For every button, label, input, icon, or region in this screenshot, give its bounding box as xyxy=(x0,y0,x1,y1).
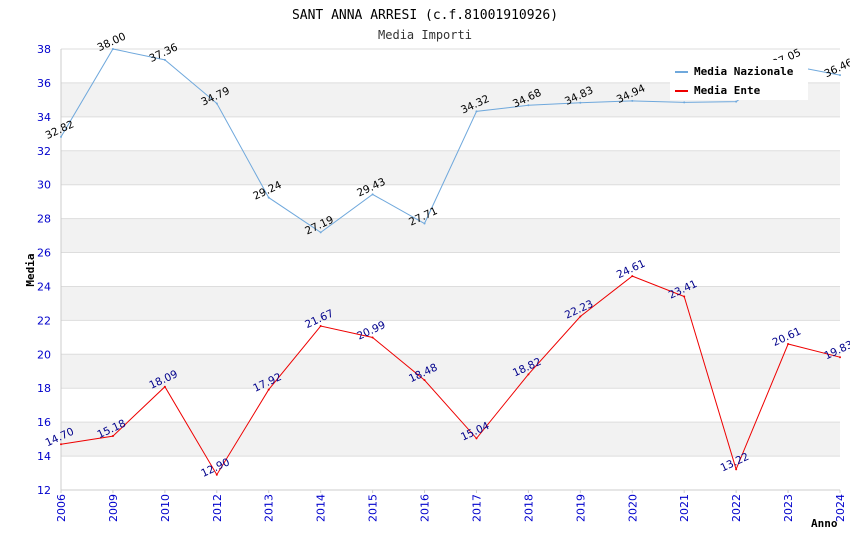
x-tick-label: 2024 xyxy=(834,494,847,522)
y-tick-label: 32 xyxy=(37,145,51,158)
data-point-media-ente xyxy=(631,275,634,278)
chart-title: SANT ANNA ARRESI (c.f.81001910926) xyxy=(292,8,558,23)
y-tick-label: 26 xyxy=(37,247,51,260)
grid-band xyxy=(61,116,840,151)
data-point-media-nazionale xyxy=(423,222,426,225)
data-point-media-nazionale xyxy=(371,193,374,196)
data-point-media-ente xyxy=(683,295,686,298)
grid-band xyxy=(61,320,840,355)
data-point-media-ente xyxy=(60,443,62,446)
y-tick-label: 28 xyxy=(37,213,51,226)
data-point-media-ente xyxy=(423,379,426,382)
x-tick-label: 2012 xyxy=(211,494,224,522)
grid-band xyxy=(61,388,840,423)
data-point-media-nazionale xyxy=(735,100,738,103)
grid-band xyxy=(61,456,840,490)
y-axis-label: Media xyxy=(24,253,37,286)
x-tick-label: 2019 xyxy=(574,494,587,522)
y-tick-label: 24 xyxy=(37,280,51,293)
x-tick-label: 2009 xyxy=(107,494,120,522)
y-tick-label: 18 xyxy=(37,382,51,395)
grid-band xyxy=(61,422,840,457)
data-point-media-ente xyxy=(319,324,322,327)
data-point-media-nazionale xyxy=(60,135,62,138)
x-tick-label: 2017 xyxy=(470,494,483,522)
y-tick-label: 20 xyxy=(37,348,51,361)
x-axis-label: Anno xyxy=(811,517,838,530)
data-point-media-nazionale xyxy=(475,110,478,113)
data-point-media-ente xyxy=(111,435,114,438)
data-point-media-nazionale xyxy=(267,196,270,199)
x-tick-label: 2015 xyxy=(367,494,380,522)
y-tick-label: 30 xyxy=(37,179,51,192)
data-point-media-ente xyxy=(475,437,478,440)
x-tick-label: 2014 xyxy=(315,494,328,522)
data-point-media-nazionale xyxy=(319,231,322,234)
x-tick-label: 2018 xyxy=(522,494,535,522)
y-tick-label: 16 xyxy=(37,416,51,429)
data-point-media-nazionale xyxy=(215,102,218,105)
grid xyxy=(61,48,840,491)
y-tick-label: 34 xyxy=(37,111,51,124)
x-tick-label: 2013 xyxy=(263,494,276,522)
y-tick-label: 14 xyxy=(37,450,51,463)
series-line-media-ente xyxy=(60,275,841,476)
x-tick-label: 2023 xyxy=(782,494,795,522)
legend-box xyxy=(670,60,808,100)
y-tick-label: 12 xyxy=(37,484,51,497)
data-point-media-nazionale xyxy=(527,104,530,107)
grid-band xyxy=(61,252,840,287)
data-point-media-ente xyxy=(579,315,582,318)
data-point-media-nazionale xyxy=(683,101,686,104)
y-tick-label: 22 xyxy=(37,314,51,327)
data-point-media-nazionale xyxy=(579,101,582,104)
data-point-media-ente xyxy=(163,385,166,388)
data-point-media-ente xyxy=(371,336,374,339)
x-tick-label: 2016 xyxy=(419,494,432,522)
x-tick-label: 2006 xyxy=(55,494,68,522)
data-point-media-ente xyxy=(735,468,738,471)
x-tick-label: 2022 xyxy=(730,494,743,522)
grid-band xyxy=(61,184,840,219)
data-point-media-ente xyxy=(527,373,530,376)
x-tick-label: 2010 xyxy=(159,494,172,522)
series-line-media-nazionale xyxy=(60,48,841,234)
data-point-media-ente xyxy=(787,342,790,345)
data-point-media-nazionale xyxy=(111,48,114,50)
grid-band xyxy=(61,218,840,253)
data-point-media-ente xyxy=(267,388,270,391)
series xyxy=(60,48,841,476)
data-point-media-ente xyxy=(215,473,218,476)
data-point-media-nazionale xyxy=(631,99,634,102)
grid-band xyxy=(61,286,840,321)
data-point-media-nazionale xyxy=(839,74,841,77)
data-point-media-ente xyxy=(839,356,841,359)
chart-subtitle: Media Importi xyxy=(378,28,472,42)
data-point-media-nazionale xyxy=(163,58,166,61)
legend-label-media-ente: Media Ente xyxy=(694,84,761,97)
x-tick-label: 2021 xyxy=(678,494,691,522)
x-tick-label: 2020 xyxy=(626,494,639,522)
legend-label-media-nazionale: Media Nazionale xyxy=(694,65,794,78)
y-tick-label: 38 xyxy=(37,43,51,56)
grid-band xyxy=(61,354,840,389)
y-tick-label: 36 xyxy=(37,77,51,90)
legend: Media Nazionale Media Ente xyxy=(670,60,808,100)
